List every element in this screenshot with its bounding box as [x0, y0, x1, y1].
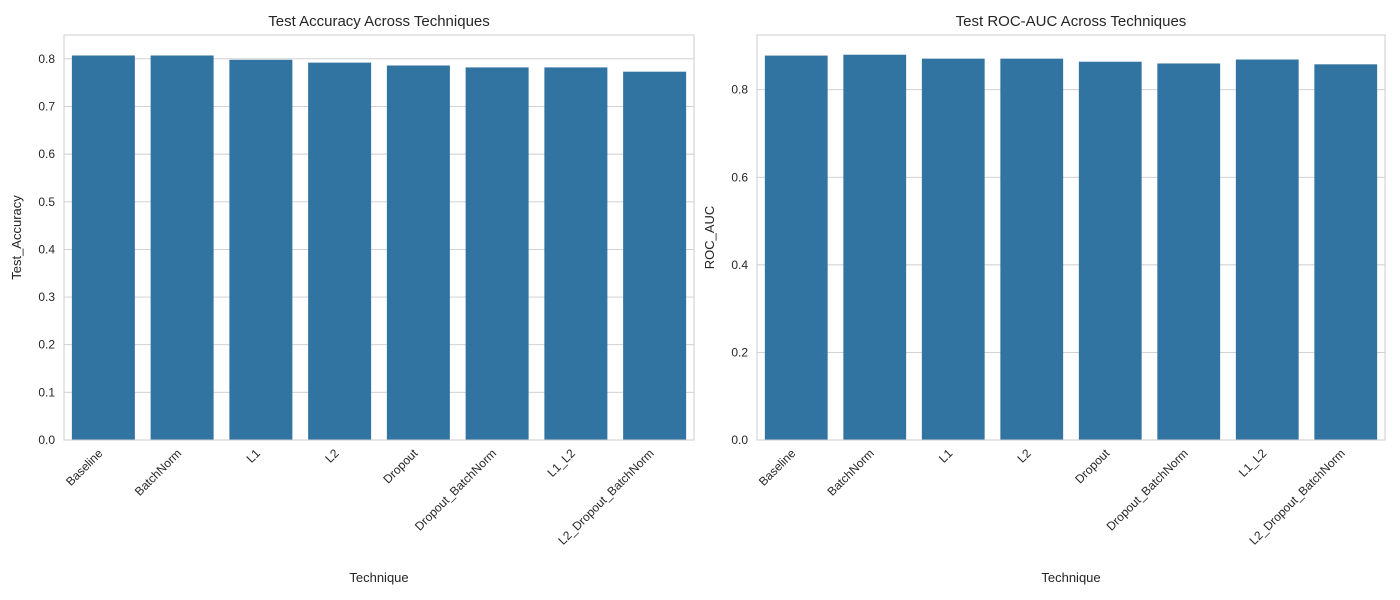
- x-axis-label: Technique: [349, 570, 408, 585]
- bar: [71, 55, 135, 441]
- chart-test-accuracy: Test Accuracy Across Techniques Techniqu…: [9, 13, 695, 585]
- plot-frame: [63, 34, 695, 441]
- bar: [921, 58, 985, 440]
- bar: [1000, 58, 1064, 440]
- y-tick-label: 0.4: [731, 258, 748, 272]
- bars: [764, 54, 1378, 441]
- chart-title: Test ROC-AUC Across Techniques: [956, 13, 1187, 30]
- bar: [386, 65, 450, 441]
- y-tick-label: 0.6: [38, 147, 55, 161]
- y-tick-label: 0.7: [38, 99, 55, 113]
- x-tick-label: Dropout_BatchNorm: [412, 446, 499, 533]
- plot-frame: [756, 34, 1386, 441]
- y-tick-label: 0.0: [731, 433, 748, 447]
- y-tick-label: 0.8: [731, 83, 748, 97]
- y-tick-label: 0.0: [38, 433, 55, 447]
- bar: [1157, 63, 1221, 440]
- x-tick-labels: Baseline BatchNorm L1 L2 DropoutDropout_Batc…: [63, 446, 657, 548]
- bar: [1078, 61, 1142, 441]
- x-tick-label: L1: [244, 446, 264, 466]
- x-tick-label: Baseline: [63, 446, 106, 489]
- bar: [229, 59, 293, 441]
- y-tick-label: 0.5: [38, 195, 55, 209]
- bar: [150, 55, 214, 441]
- x-tick-label: Dropout: [380, 446, 421, 487]
- chart-title: Test Accuracy Across Techniques: [268, 13, 490, 30]
- y-tick-label: 0.2: [731, 345, 748, 359]
- bar: [465, 67, 529, 441]
- bar: [308, 62, 372, 441]
- bars: [71, 55, 687, 441]
- bar: [623, 71, 687, 440]
- x-tick-label: L2: [322, 446, 342, 466]
- bar: [764, 55, 828, 441]
- y-tick-label: 0.3: [38, 290, 55, 304]
- x-tick-label: Dropout: [1072, 446, 1113, 487]
- x-tick-label: Baseline: [756, 446, 799, 489]
- y-axis-label: ROC_AUC: [702, 206, 717, 270]
- bar: [843, 54, 907, 441]
- x-tick-label: BatchNorm: [825, 446, 877, 498]
- x-tick-labels: Baseline BatchNorm L1 L2 DropoutDropout_Batc…: [756, 446, 1348, 548]
- bar: [1314, 64, 1378, 440]
- y-tick-labels: 0.0 0.2 0.4 0.6 0.8: [731, 83, 748, 447]
- x-axis-label: Technique: [1041, 570, 1100, 585]
- bar: [544, 67, 608, 441]
- chart-test-roc-auc: Test ROC-AUC Across Techniques Technique…: [702, 13, 1386, 585]
- y-tick-label: 0.2: [38, 338, 55, 352]
- x-tick-label: L1_L2: [544, 446, 578, 480]
- x-tick-label: L2: [1015, 446, 1035, 466]
- y-tick-labels: 0.0 0.1 0.2 0.3 0.4 0.5 0.6 0.7 0.8: [38, 52, 55, 447]
- y-axis-label: Test_Accuracy: [9, 195, 24, 280]
- bar: [1235, 59, 1299, 440]
- x-tick-label: Dropout_BatchNorm: [1104, 446, 1191, 533]
- y-tick-label: 0.4: [38, 242, 55, 256]
- x-tick-label: BatchNorm: [132, 446, 184, 498]
- x-tick-label: L1: [936, 446, 956, 466]
- x-tick-label: L1_L2: [1236, 446, 1270, 480]
- y-tick-label: 0.1: [38, 385, 55, 399]
- y-tick-label: 0.6: [731, 170, 748, 184]
- y-tick-label: 0.8: [38, 52, 55, 66]
